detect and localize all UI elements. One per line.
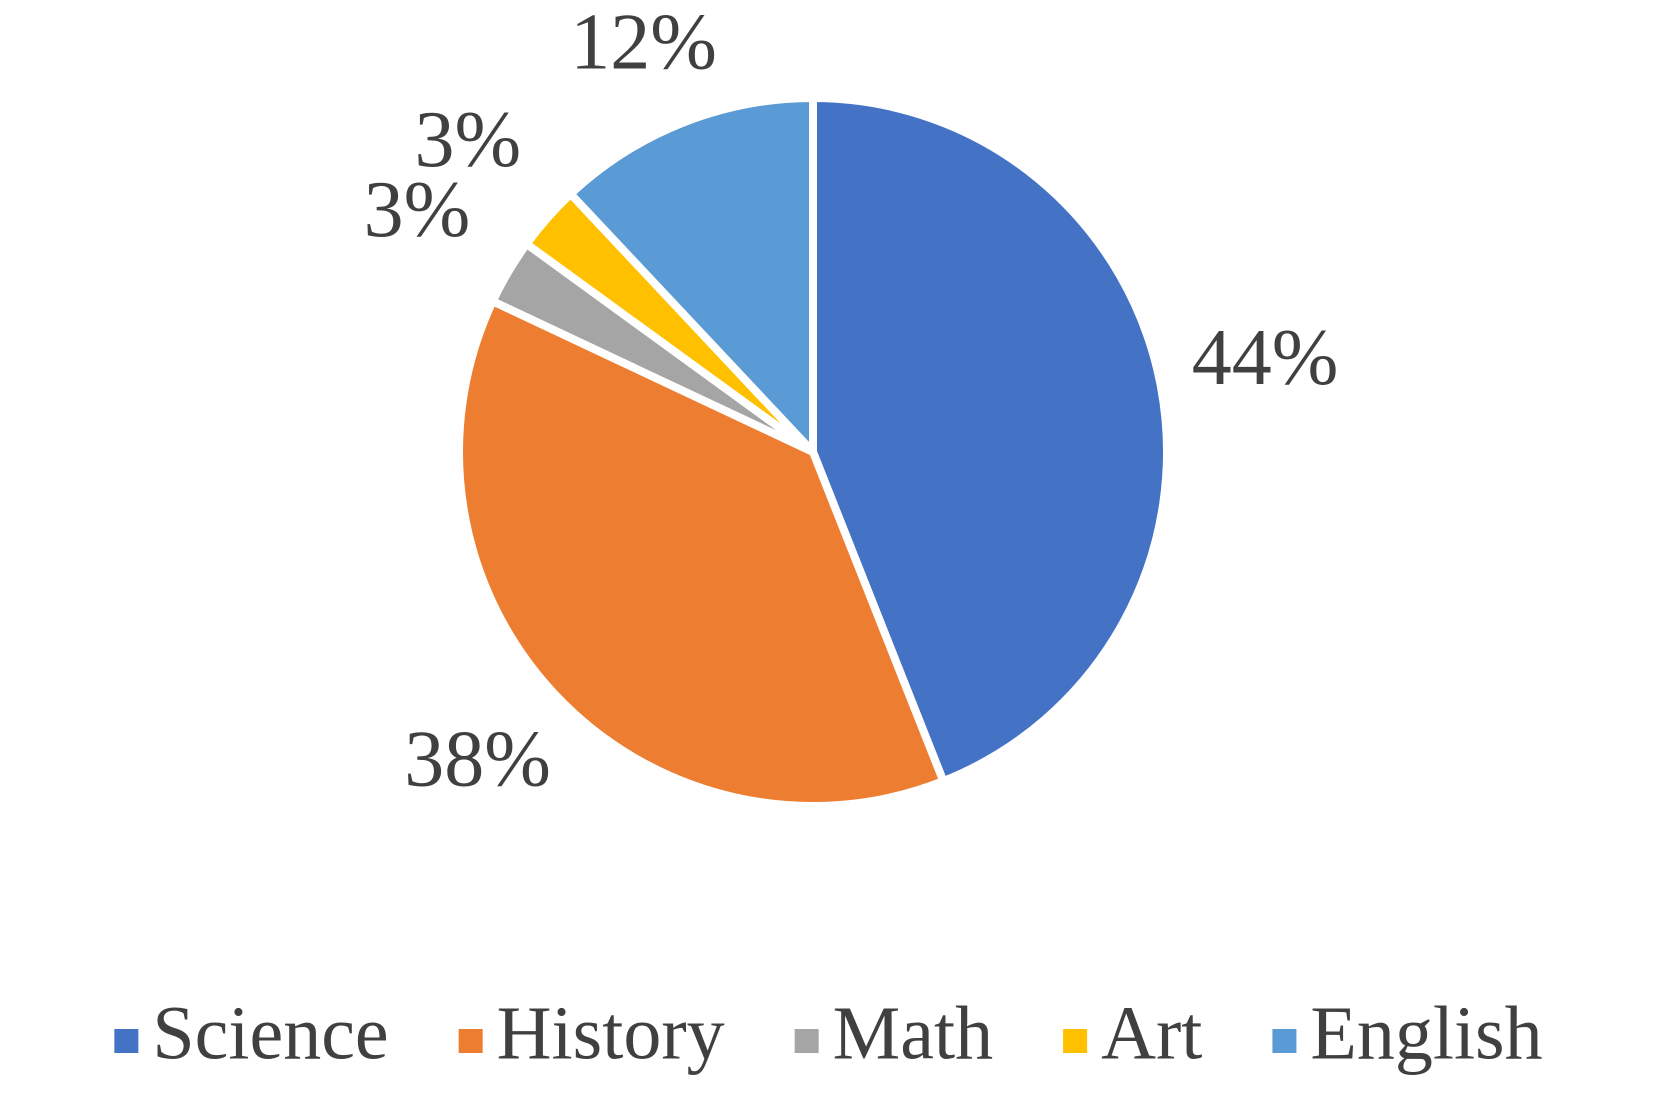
legend-label: Art [1101,991,1202,1075]
legend-label: Science [152,991,388,1075]
legend-marker [794,1029,819,1053]
legend-label: Math [833,991,993,1075]
legend-marker [1272,1029,1297,1053]
data-label: 12% [570,0,717,86]
data-label: 44% [1192,314,1339,402]
pie-slice [566,94,817,456]
data-label: 3% [364,166,471,254]
legend-label: English [1310,991,1542,1075]
data-label: 38% [404,715,551,803]
legend-marker [458,1029,483,1053]
pie-slice [809,94,1171,786]
legend-marker [114,1029,139,1053]
legend-label: History [497,991,725,1075]
pie-slice [455,297,948,810]
data-label: 3% [414,96,521,184]
legend-marker [1063,1029,1088,1053]
